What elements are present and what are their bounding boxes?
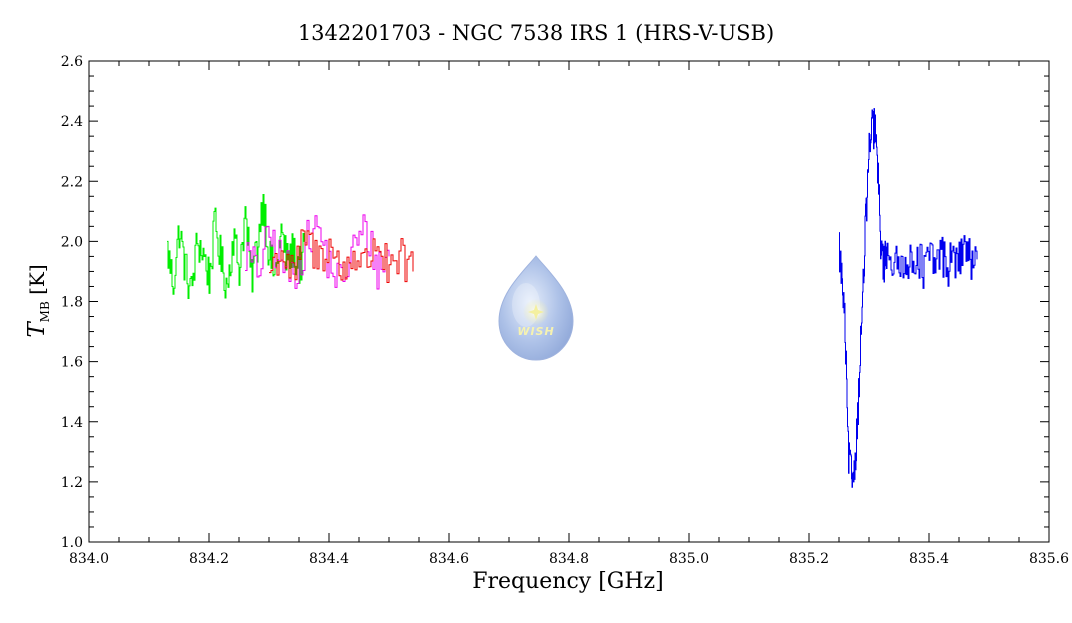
y-tick-label: 2.6 [61,54,83,70]
series-line-4 [839,108,978,488]
x-tick-label: 835.4 [909,551,949,567]
x-tick-label: 834.6 [429,551,469,567]
tick-labels: 834.0 834.2 834.4 834.6 834.8 835.0 835.2 835.4… [61,54,1069,567]
y-tick-label: 1.0 [61,535,83,551]
y-axis-title: TMB [K] [24,264,52,337]
y-axis-title-main: T [24,321,50,338]
series-line-3 [269,229,414,283]
x-tick-label: 834.0 [69,551,109,567]
logo-text: WISH [517,325,554,338]
series-layer [167,108,978,488]
y-tick-label: 2.4 [61,114,83,130]
wish-logo: WISH [498,255,574,361]
y-tick-label: 2.2 [61,174,83,190]
series-line-2 [245,214,390,290]
y-tick-label: 1.2 [61,475,83,491]
star-icon [528,304,544,320]
x-axis-title: Frequency [GHz] [472,569,664,594]
x-tick-label: 835.0 [669,551,709,567]
x-tick-label: 835.6 [1029,551,1069,567]
chart-title: 1342201703 - NGC 7538 IRS 1 (HRS-V-USB) [298,21,774,45]
y-axis-title-sub: MB [38,301,52,322]
x-tick-label: 834.4 [309,551,349,567]
y-tick-label: 2.0 [61,234,83,250]
x-tick-label: 835.2 [789,551,829,567]
axis-ticks [88,60,1050,543]
y-tick-label: 1.8 [61,295,83,311]
series-line-1 [167,194,306,299]
svg-text:TMB [K]: TMB [K] [24,264,52,337]
y-tick-label: 1.6 [61,355,83,371]
x-tick-label: 834.2 [189,551,229,567]
y-axis-title-unit: [K] [25,264,49,295]
y-tick-label: 1.4 [61,415,83,431]
plot-frame [88,60,1050,543]
x-tick-label: 834.8 [549,551,589,567]
